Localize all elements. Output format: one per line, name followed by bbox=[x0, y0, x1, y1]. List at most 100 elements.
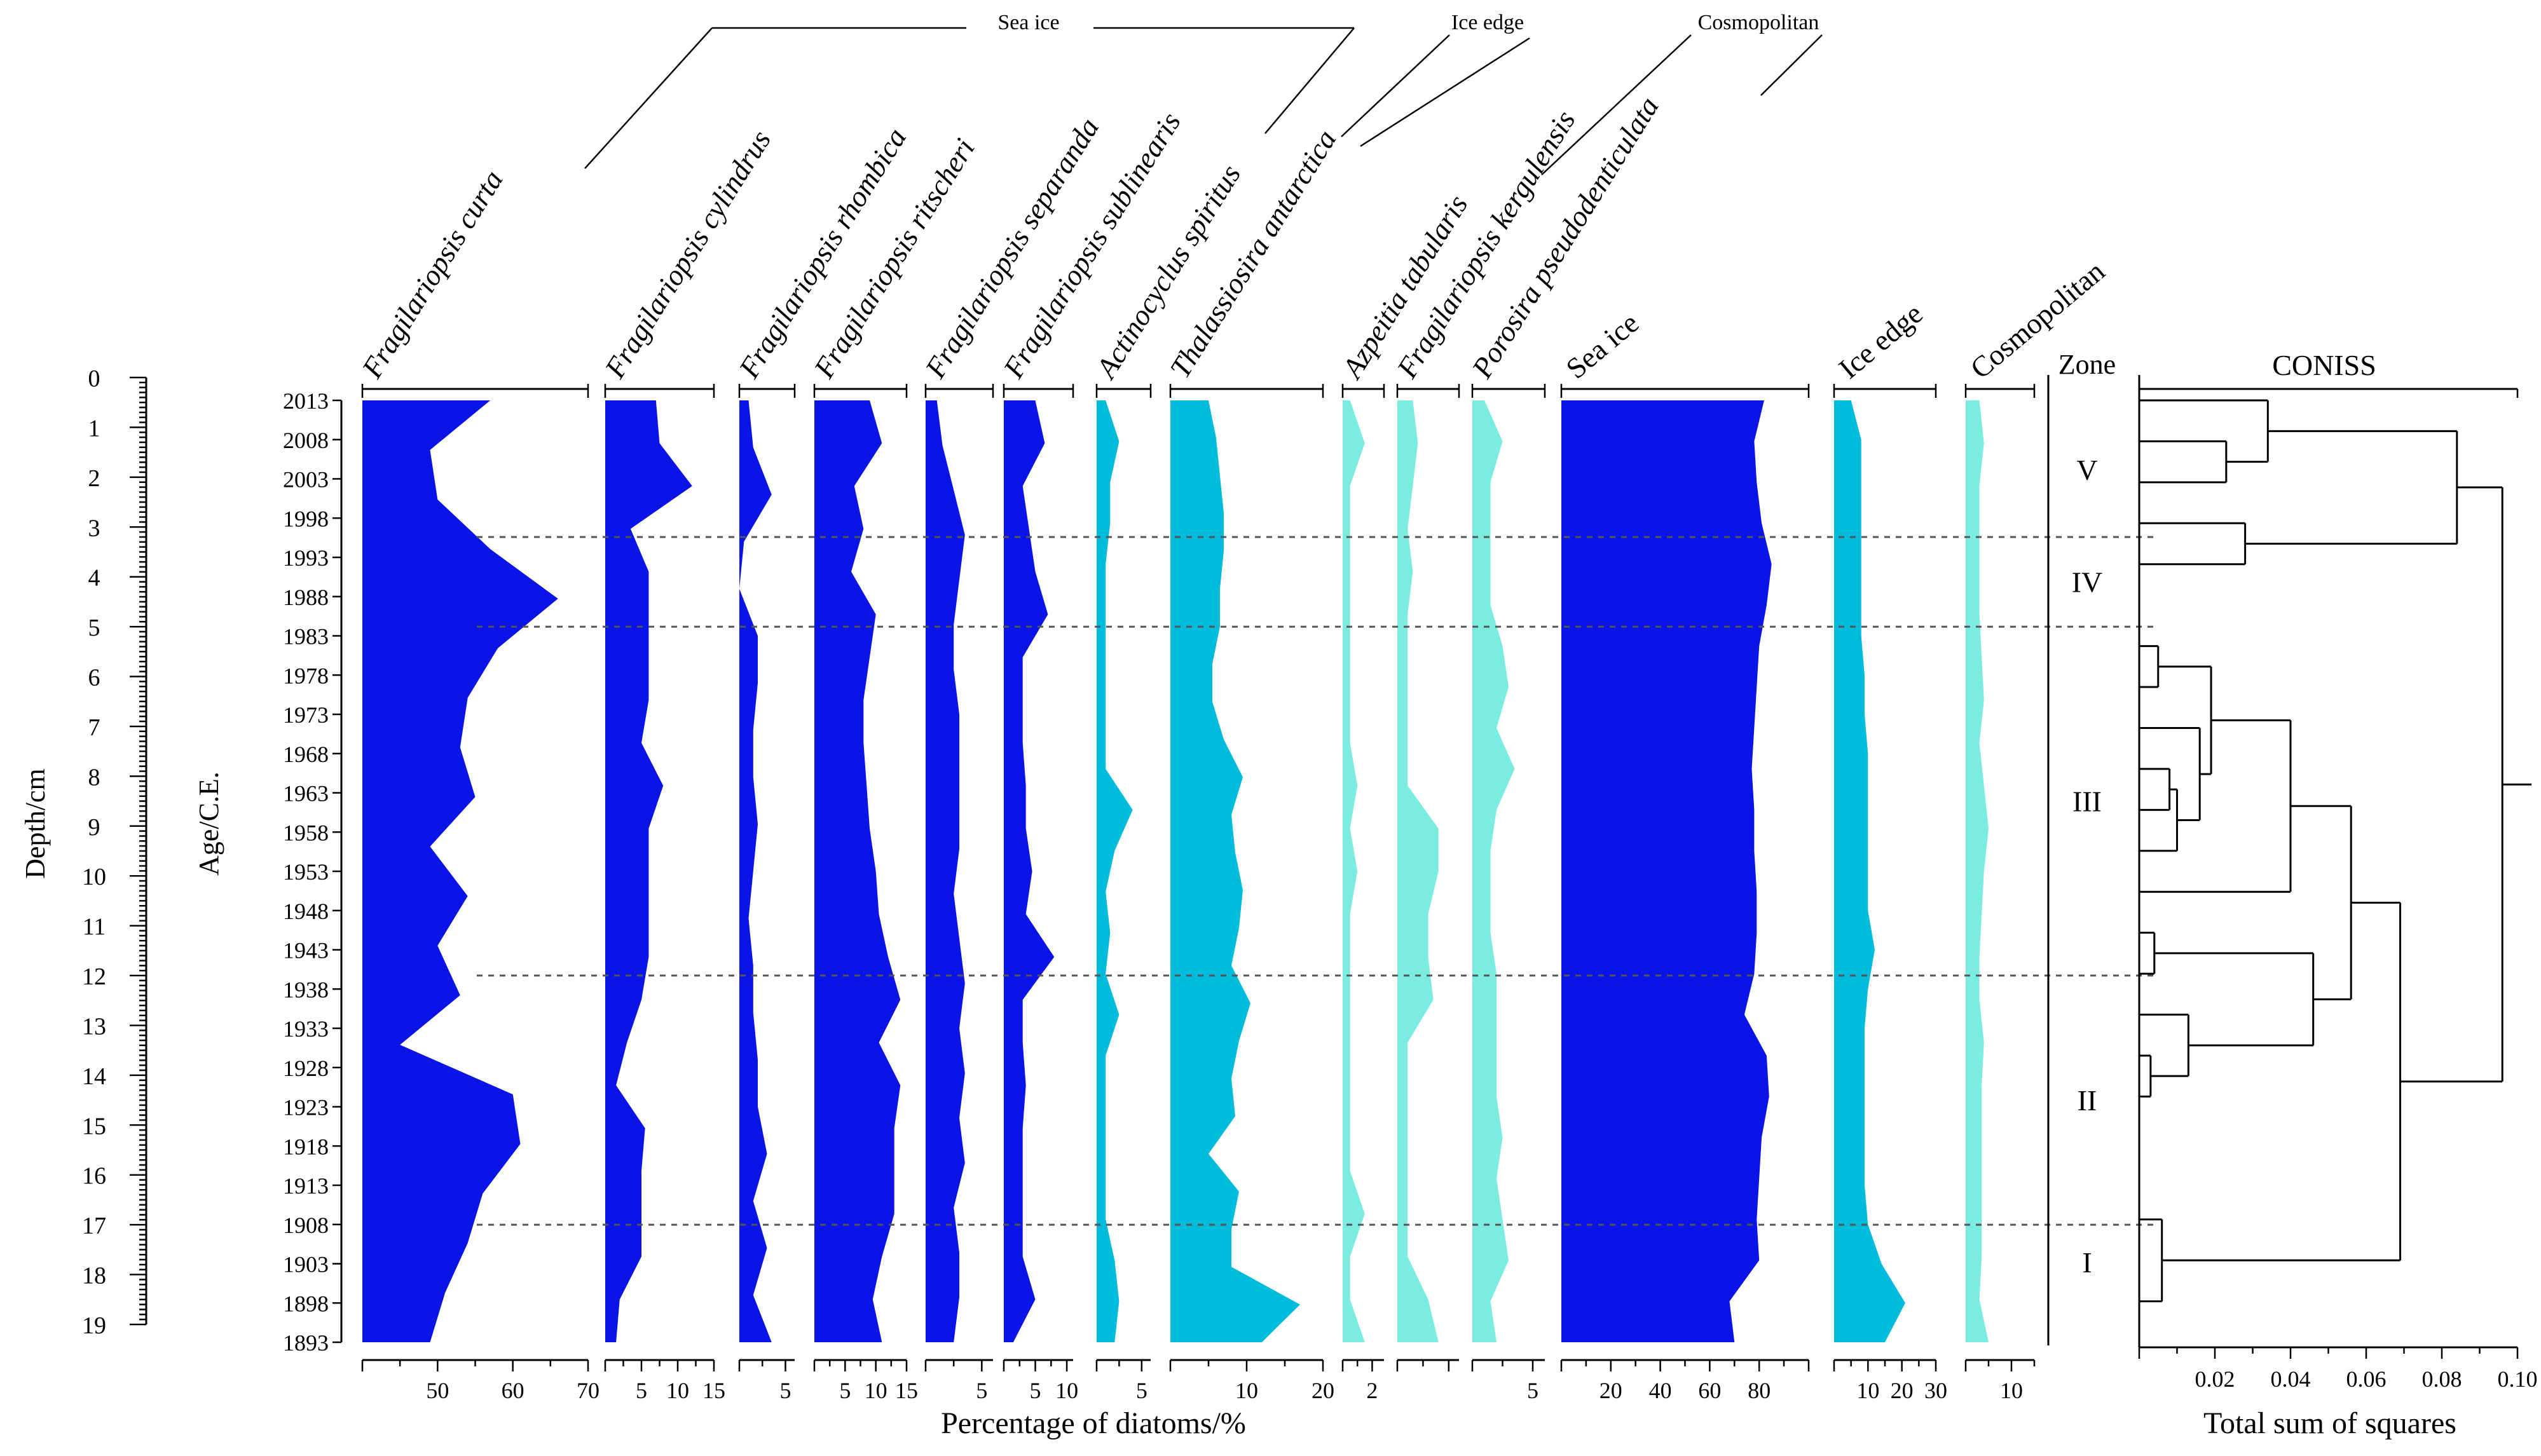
age-tick-label: 1973 bbox=[283, 702, 329, 728]
group-header-leader bbox=[1360, 37, 1530, 147]
series-area bbox=[1472, 400, 1515, 1342]
age-tick-label: 1968 bbox=[283, 742, 329, 767]
series-area bbox=[1343, 400, 1365, 1342]
depth-tick-label: 2 bbox=[88, 465, 100, 492]
age-tick-label: 1963 bbox=[283, 781, 329, 806]
panel-tick-label: 10 bbox=[1235, 1378, 1258, 1403]
age-tick-label: 1918 bbox=[283, 1134, 329, 1159]
panel-tick-label: 50 bbox=[426, 1378, 449, 1403]
age-tick-label: 1928 bbox=[283, 1056, 329, 1081]
age-tick-label: 1913 bbox=[283, 1173, 329, 1199]
age-tick-label: 1993 bbox=[283, 545, 329, 571]
zone-label: I bbox=[2082, 1246, 2092, 1279]
panel-tick-label: 5 bbox=[1527, 1378, 1538, 1403]
panel-tick-label: 40 bbox=[1649, 1378, 1672, 1403]
age-tick-label: 1893 bbox=[283, 1330, 329, 1356]
age-tick-label: 1903 bbox=[283, 1252, 329, 1277]
depth-tick-label: 13 bbox=[82, 1013, 106, 1040]
panel-tick-label: 60 bbox=[1698, 1378, 1721, 1403]
series-name-label: Ice edge bbox=[1833, 297, 1929, 384]
coniss-dendrogram: 0.02 0.04 0.06 0.08 0.10 bbox=[2138, 375, 2538, 1392]
depth-tick-label: 19 bbox=[82, 1312, 106, 1339]
depth-tick-label: 0 bbox=[88, 365, 100, 392]
depth-tick-label: 8 bbox=[88, 764, 100, 791]
zone-label: II bbox=[2078, 1084, 2097, 1117]
coniss-tick-label: 0.04 bbox=[2271, 1366, 2311, 1392]
series-area bbox=[1397, 400, 1439, 1342]
depth-tick-label: 18 bbox=[82, 1263, 106, 1289]
coniss-tick-label: 0.02 bbox=[2195, 1366, 2235, 1392]
series-area bbox=[1170, 400, 1300, 1342]
panel-tick-label: 2 bbox=[1366, 1378, 1378, 1403]
age-tick-label: 2003 bbox=[283, 467, 329, 493]
panel-tick-label: 15 bbox=[702, 1378, 725, 1403]
age-tick-label: 1958 bbox=[283, 820, 329, 845]
age-tick-label: 2013 bbox=[283, 388, 329, 414]
depth-tick-label: 10 bbox=[82, 864, 106, 890]
age-tick-label: 1908 bbox=[283, 1213, 329, 1238]
depth-tick-label: 6 bbox=[88, 665, 100, 691]
panel-tick-label: 5 bbox=[839, 1378, 851, 1403]
panel-tick-label: 20 bbox=[1312, 1378, 1334, 1403]
age-tick-label: 1948 bbox=[283, 899, 329, 924]
panel-tick-label: 10 bbox=[1055, 1378, 1078, 1403]
zone-label: IV bbox=[2072, 566, 2103, 599]
depth-tick-label: 12 bbox=[82, 963, 106, 990]
age-tick-label: 1898 bbox=[283, 1291, 329, 1316]
group-header-leader bbox=[1760, 34, 1823, 96]
coniss-tick-label: 0.08 bbox=[2422, 1366, 2462, 1392]
depth-axis-title: Depth/cm bbox=[20, 768, 51, 879]
group-header-label: Cosmopolitan bbox=[1698, 11, 1819, 34]
panel-tick-label: 15 bbox=[895, 1378, 918, 1403]
panel-tick-label: 5 bbox=[976, 1378, 987, 1403]
panel-ice-edge: 10 20 30 Ice edge bbox=[1833, 297, 1947, 1403]
panel-tick-label: 5 bbox=[1030, 1378, 1041, 1403]
group-header-label: Sea ice bbox=[997, 11, 1059, 34]
depth-tick-label: 5 bbox=[88, 615, 100, 641]
age-tick-label: 1978 bbox=[283, 663, 329, 688]
age-tick-label: 1988 bbox=[283, 585, 329, 610]
depth-tick-label: 16 bbox=[82, 1163, 106, 1190]
group-header-leader bbox=[1341, 34, 1450, 137]
zone-header: Zone bbox=[2058, 349, 2116, 380]
depth-tick-label: 14 bbox=[82, 1063, 106, 1090]
age-tick-label: 1943 bbox=[283, 938, 329, 963]
age-tick-label: 2008 bbox=[283, 428, 329, 453]
series-name-label: Sea ice bbox=[1560, 306, 1645, 385]
series-area bbox=[926, 400, 965, 1342]
depth-tick-label: 7 bbox=[88, 714, 100, 741]
series-area bbox=[1004, 400, 1055, 1342]
group-header-leader bbox=[1264, 27, 1355, 134]
series-area bbox=[1834, 400, 1905, 1342]
panel-tick-label: 30 bbox=[1924, 1378, 1947, 1403]
panel-tick-label: 10 bbox=[1856, 1378, 1879, 1403]
series-area bbox=[605, 400, 692, 1342]
age-tick-label: 1983 bbox=[283, 624, 329, 650]
coniss-tick-label: 0.10 bbox=[2498, 1366, 2538, 1392]
series-area bbox=[1561, 400, 1772, 1342]
zone-label: III bbox=[2072, 786, 2102, 818]
coniss-title: CONISS bbox=[2272, 349, 2376, 381]
depth-tick-label: 9 bbox=[88, 814, 100, 841]
depth-tick-label: 3 bbox=[88, 515, 100, 541]
panel-tick-label: 5 bbox=[1136, 1378, 1147, 1403]
age-tick-label: 1953 bbox=[283, 859, 329, 885]
age-axis-title: Age/C.E. bbox=[193, 772, 224, 876]
group-header-leader bbox=[584, 27, 713, 169]
panel-tick-label: 20 bbox=[1891, 1378, 1914, 1403]
panel-tick-label: 80 bbox=[1748, 1378, 1770, 1403]
depth-tick-label: 4 bbox=[88, 565, 100, 592]
panel-tick-label: 10 bbox=[865, 1378, 887, 1403]
series-area bbox=[1966, 400, 1989, 1342]
group-header-label: Ice edge bbox=[1451, 11, 1524, 34]
panel-tick-label: 60 bbox=[502, 1378, 524, 1403]
coniss-tick-label: 0.06 bbox=[2346, 1366, 2387, 1392]
age-tick-label: 1938 bbox=[283, 977, 329, 1002]
panel-tick-label: 70 bbox=[577, 1378, 599, 1403]
panel-tick-label: 10 bbox=[2000, 1378, 2023, 1403]
series-area bbox=[1097, 400, 1133, 1342]
depth-tick-label: 11 bbox=[83, 914, 106, 941]
